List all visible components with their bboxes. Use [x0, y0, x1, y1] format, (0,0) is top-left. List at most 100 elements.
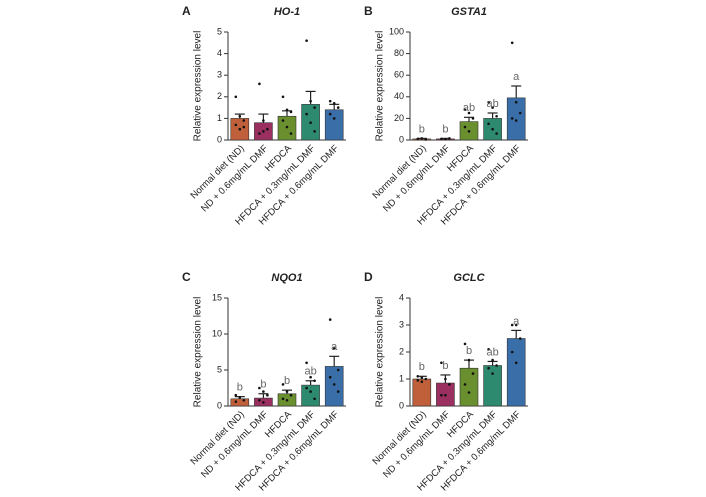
y-axis-label: Relative expression level [375, 297, 386, 408]
data-point [262, 390, 265, 393]
data-point [471, 372, 475, 375]
data-point [281, 95, 285, 99]
data-point [281, 119, 285, 122]
data-point [262, 119, 265, 122]
data-point [487, 122, 490, 126]
data-point [416, 375, 420, 378]
y-tick-label: 1 [217, 113, 222, 123]
data-point [242, 398, 246, 402]
data-point [309, 390, 312, 393]
y-tick-label: 1 [399, 373, 404, 383]
data-point [285, 108, 289, 112]
chart-title: GSTA1 [451, 6, 487, 18]
data-point [514, 119, 518, 122]
y-tick-label: 60 [394, 70, 404, 80]
significance-letter: b [260, 379, 266, 391]
data-point [510, 117, 514, 120]
y-axis-label: Relative expression level [375, 31, 386, 142]
data-point [328, 375, 332, 379]
data-point [258, 386, 261, 390]
y-tick-label: 2 [399, 346, 404, 356]
data-point [440, 137, 443, 141]
data-point [285, 398, 289, 402]
data-point [234, 123, 238, 127]
data-point [336, 106, 340, 109]
data-point [491, 106, 494, 109]
data-point [328, 112, 332, 116]
data-point [234, 400, 238, 403]
data-point [332, 347, 336, 350]
significance-letter: a [513, 315, 520, 327]
data-point [332, 383, 336, 386]
significance-letter: b [442, 123, 448, 135]
data-point [448, 383, 451, 386]
data-point [420, 376, 424, 379]
data-point [242, 119, 246, 122]
data-point [238, 127, 242, 131]
data-point [420, 380, 424, 384]
y-tick-label: 80 [394, 48, 404, 58]
data-point [266, 127, 269, 131]
bar [483, 365, 502, 407]
significance-letter: b [419, 123, 425, 135]
y-tick-label: 5 [217, 364, 222, 374]
data-point [463, 383, 467, 386]
y-tick-label: 4 [399, 292, 404, 302]
data-point [463, 125, 467, 129]
data-point [514, 323, 518, 327]
data-point [463, 108, 467, 112]
data-point [514, 100, 518, 104]
significance-letter: ab [486, 346, 498, 358]
y-tick-label: 0 [217, 400, 222, 410]
bar [506, 97, 526, 141]
y-tick-label: 5 [217, 26, 222, 36]
significance-letter: b [419, 361, 425, 373]
y-axis-label: Relative expression level [193, 31, 204, 142]
significance-letter: b [237, 382, 243, 394]
data-point [289, 110, 293, 114]
data-point [424, 138, 428, 141]
data-point [289, 132, 293, 135]
y-tick-label: 20 [394, 113, 404, 123]
data-point [495, 114, 498, 118]
bar [506, 338, 526, 407]
data-point [467, 358, 471, 362]
data-point [285, 390, 289, 393]
data-point [491, 372, 494, 375]
data-point [281, 397, 285, 401]
data-point [440, 393, 443, 397]
data-point [313, 106, 316, 109]
data-point [448, 137, 451, 140]
significance-letter: b [284, 375, 290, 387]
panel-label: C [182, 270, 191, 284]
data-point [416, 137, 420, 141]
significance-letter: b [466, 345, 472, 357]
data-point [305, 112, 308, 116]
data-point [440, 361, 443, 365]
panel-label: B [364, 4, 373, 18]
significance-letter: a [513, 71, 520, 83]
data-point [305, 361, 308, 365]
data-point [242, 125, 246, 129]
data-point [467, 130, 471, 133]
data-point [309, 121, 312, 125]
data-point [495, 364, 498, 367]
data-point [309, 99, 312, 103]
significance-letter: ab [304, 366, 316, 378]
data-point [518, 337, 522, 340]
data-point [467, 111, 471, 115]
bar [412, 378, 432, 407]
data-point [262, 401, 265, 404]
bar [459, 367, 479, 407]
data-point [467, 391, 471, 394]
data-point [471, 117, 475, 120]
y-tick-label: 100 [389, 26, 404, 36]
data-point [281, 383, 285, 386]
panel-label: D [364, 270, 373, 284]
data-point [444, 137, 447, 141]
y-tick-label: 3 [217, 70, 222, 80]
data-point [305, 39, 308, 42]
y-tick-label: 3 [399, 319, 404, 329]
data-point [487, 366, 490, 370]
data-point [518, 111, 522, 115]
